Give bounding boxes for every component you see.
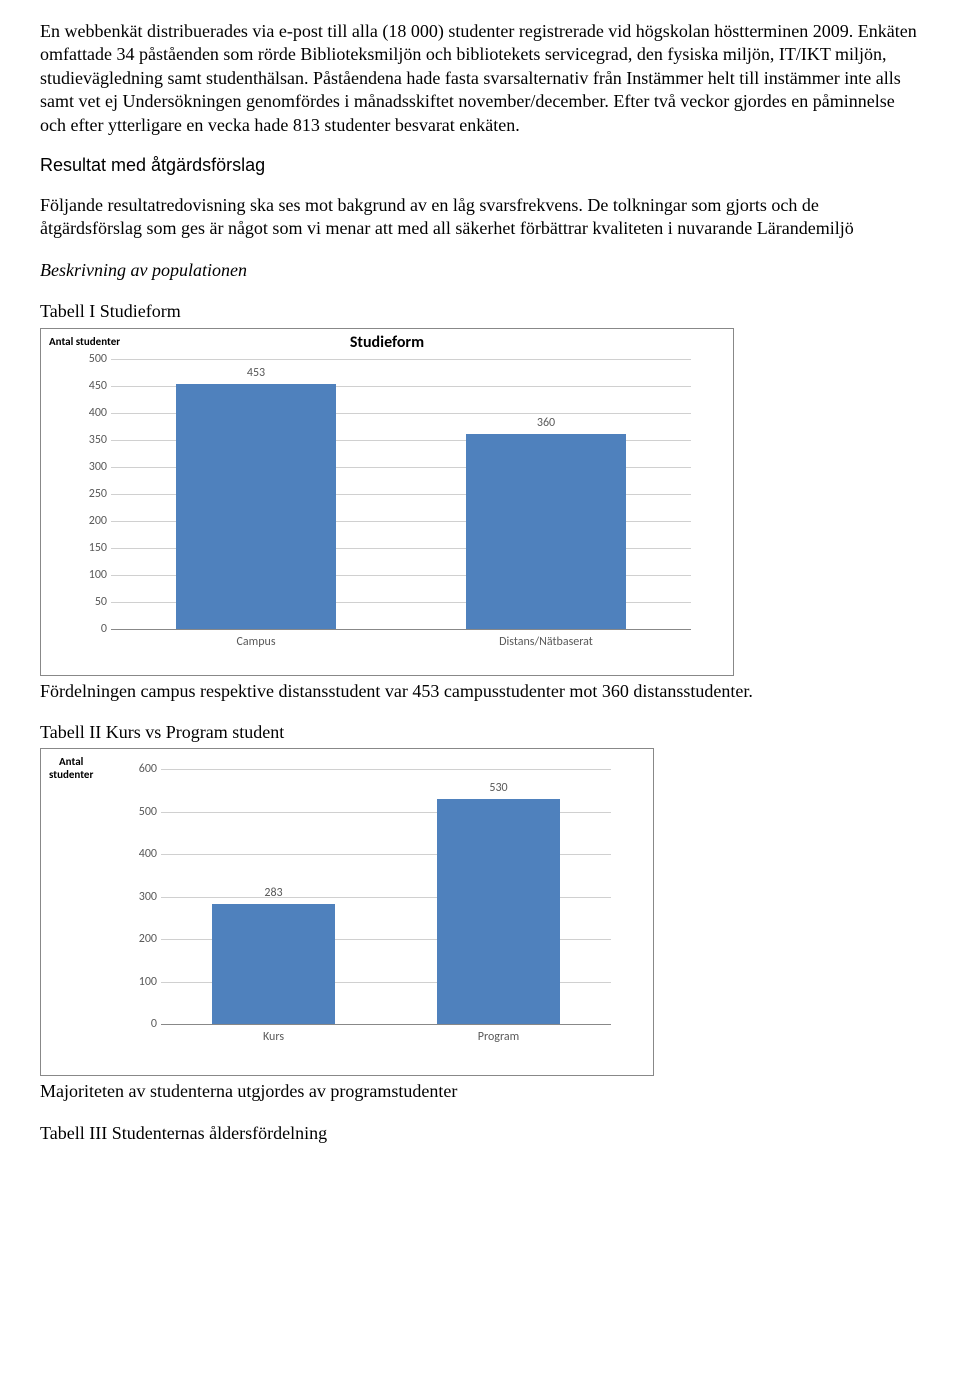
ytick-label: 0 (127, 1017, 157, 1031)
xtick-label: Program (478, 1030, 519, 1044)
ytick-label: 400 (127, 847, 157, 861)
ytick-label: 100 (127, 975, 157, 989)
ytick-label: 300 (77, 460, 107, 474)
ytick-label: 250 (77, 487, 107, 501)
ytick-label: 200 (77, 514, 107, 528)
gridline (111, 359, 691, 360)
bar (212, 904, 336, 1024)
ytick-label: 200 (127, 932, 157, 946)
paragraph-4: Följande resultatredovisning ska ses mot… (40, 194, 920, 241)
ytick-label: 450 (77, 379, 107, 393)
yaxis-label-2: Antal studenter (49, 755, 93, 781)
xtick-label: Kurs (263, 1030, 284, 1044)
chart-kurs-program: Antal studenter 283 530 0 100 200 300 400 500 6… (40, 748, 654, 1076)
baseline (161, 1024, 611, 1025)
ytick-label: 300 (127, 890, 157, 904)
plot-area-2: 283 530 (161, 769, 611, 1024)
bar-value-label: 360 (537, 416, 555, 430)
ytick-label: 50 (77, 595, 107, 609)
caption-tabell-2: Tabell II Kurs vs Program student (40, 721, 920, 744)
ytick-label: 500 (77, 352, 107, 366)
bar (437, 799, 561, 1024)
heading-resultat: Resultat med åtgärdsförslag (40, 155, 920, 176)
bar-value-label: 530 (489, 781, 507, 795)
ytick-label: 400 (77, 406, 107, 420)
caption-tabell-1: Tabell I Studieform (40, 300, 920, 323)
ytick-label: 0 (77, 622, 107, 636)
chart-studieform: Antal studenter Studieform 453360 050100… (40, 328, 734, 676)
xtick-label: Campus (236, 635, 275, 649)
paragraph-7: Majoriteten av studenterna utgjordes av … (40, 1080, 920, 1103)
bar-value-label: 283 (264, 886, 282, 900)
chart-title-1: Studieform (41, 333, 733, 352)
ytick-label: 350 (77, 433, 107, 447)
ytick-label: 500 (127, 805, 157, 819)
gridline (161, 769, 611, 770)
plot-area-1: 453 360 (111, 359, 691, 629)
bar (466, 434, 626, 628)
paragraph-6: Fördelningen campus respektive distansst… (40, 680, 920, 703)
ytick-label: 150 (77, 541, 107, 555)
xtick-label: Distans/Nätbaserat (499, 635, 593, 649)
bar (176, 384, 336, 629)
paragraph-1: En webbenkät distribuerades via e-post t… (40, 20, 920, 137)
bar-value-label: 453 (247, 366, 265, 380)
caption-tabell-3: Tabell III Studenternas åldersfördelning (40, 1122, 920, 1145)
baseline (111, 629, 691, 630)
ytick-label: 100 (77, 568, 107, 582)
paragraph-beskrivning: Beskrivning av populationen (40, 259, 920, 282)
ytick-label: 600 (127, 762, 157, 776)
